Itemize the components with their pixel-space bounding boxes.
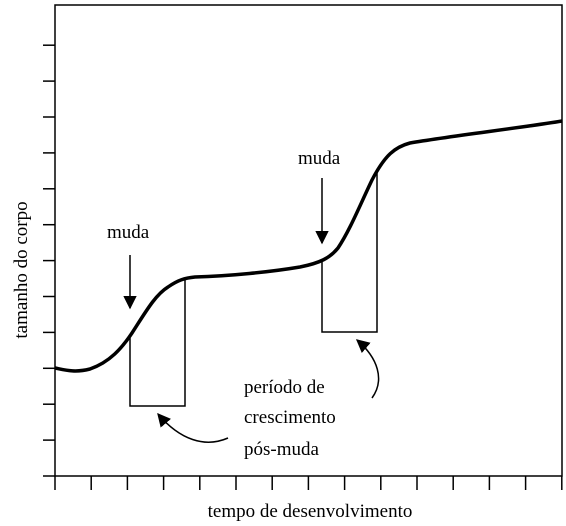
x-axis-label: tempo de desenvolvimento xyxy=(208,501,413,522)
curved-arrow-2 xyxy=(355,339,380,399)
growth-label: período de xyxy=(244,377,325,398)
growth-label: pós-muda xyxy=(244,439,320,460)
curved-arrow-1 xyxy=(157,412,229,443)
molt-label: muda xyxy=(298,148,341,169)
growth-box-1 xyxy=(129,278,186,407)
growth-curve xyxy=(54,119,563,373)
molt-label: muda xyxy=(107,222,150,243)
ticks xyxy=(43,44,563,490)
growth-label: crescimento xyxy=(244,407,336,428)
growth-box-2 xyxy=(321,170,378,333)
y-axis-label: tamanho do corpo xyxy=(11,201,32,338)
